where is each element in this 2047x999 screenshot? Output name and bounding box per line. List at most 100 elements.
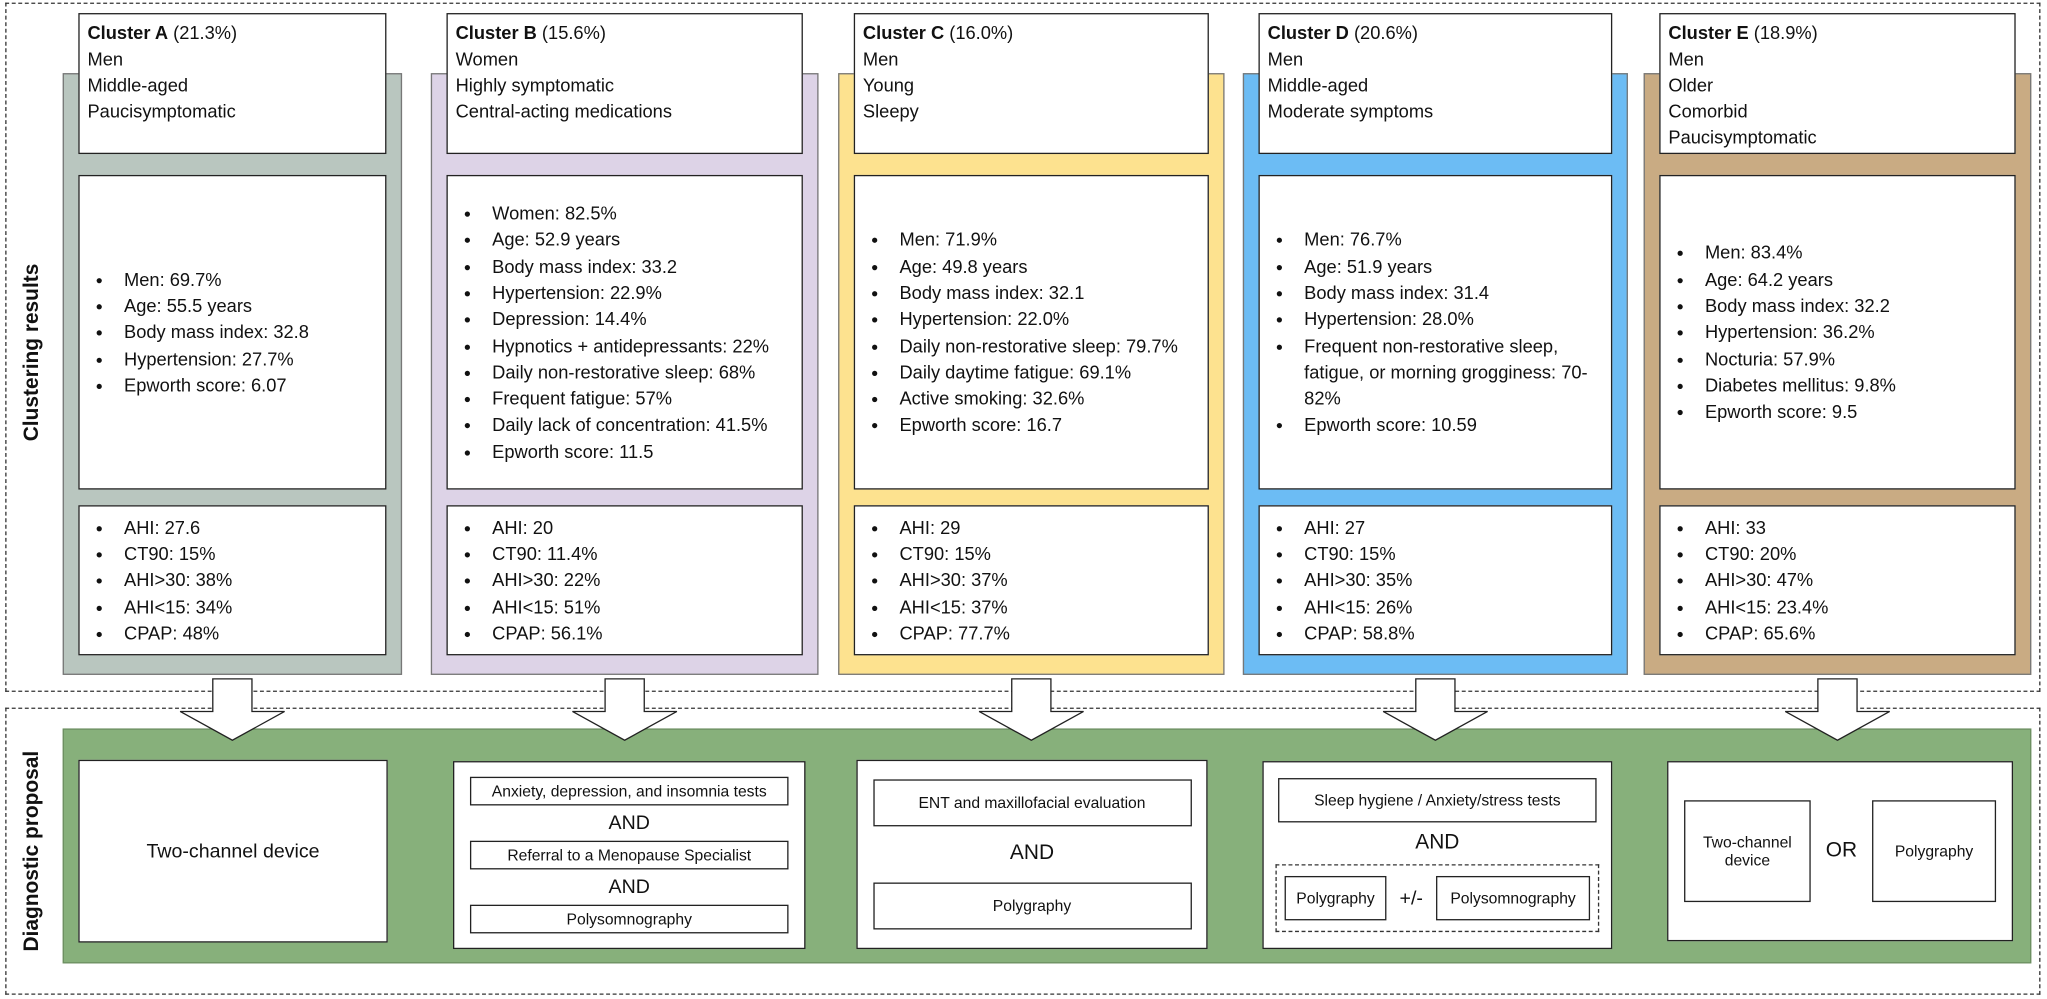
cluster-percent: (18.9%) [1753, 22, 1818, 44]
characteristic: Men: 69.7% [116, 266, 309, 292]
cluster-name: Cluster C [862, 22, 945, 44]
sleep-study-list: AHI: 27CT90: 15%AHI>30: 35%AHI<15: 26%CP… [1268, 514, 1414, 646]
proposal-box: Two-channel device [78, 759, 388, 943]
connector: AND [608, 811, 650, 834]
characteristic: Hypertension: 27.7% [116, 345, 309, 371]
test-box: Polysomnography [1436, 876, 1591, 921]
sleep-study-item: CPAP: 65.6% [1697, 620, 1828, 646]
characteristic: Men: 71.9% [892, 226, 1178, 252]
sleep-study-list: AHI: 29CT90: 15%AHI>30: 37%AHI<15: 37%CP… [863, 514, 1010, 646]
test-box: Polygraphy [1284, 876, 1387, 921]
profile-item: Paucisymptomatic [87, 100, 236, 122]
characteristic: Body mass index: 33.2 [484, 253, 769, 279]
characteristic: Body mass index: 31.4 [1296, 279, 1600, 305]
test-box: Polygraphy [1872, 800, 1997, 903]
characteristics-list: Men: 83.4%Age: 64.2 yearsBody mass index… [1668, 239, 1896, 424]
characteristic: Hypertension: 28.0% [1296, 306, 1600, 332]
arrow [1784, 678, 1890, 741]
profile-item: Middle-aged [1267, 74, 1369, 96]
cluster-name: Cluster A [87, 22, 169, 44]
sleep-study-item: AHI<15: 23.4% [1697, 594, 1828, 620]
characteristic: Men: 76.7% [1296, 226, 1600, 252]
characteristics-list: Men: 69.7%Age: 55.5 yearsBody mass index… [87, 266, 309, 398]
profile-item: Sleepy [862, 100, 919, 122]
characteristic: Women: 82.5% [484, 200, 769, 226]
cluster-header: Cluster C (16.0%) Men Young Sleepy [853, 13, 1209, 155]
cluster-percent: (16.0%) [949, 22, 1014, 44]
cluster-name: Cluster D [1267, 22, 1349, 44]
test-box: Anxiety, depression, and insomnia tests [469, 776, 789, 805]
test-box: Polysomnography [469, 905, 789, 934]
test-box: Two-channel device [1684, 800, 1811, 903]
characteristic: Hypertension: 22.0% [892, 306, 1178, 332]
arrow [572, 678, 678, 741]
sleep-study-item: AHI<15: 34% [116, 594, 232, 620]
sleep-study-item: AHI>30: 47% [1697, 567, 1828, 593]
proposal-box: Anxiety, depression, and insomnia tests … [453, 761, 806, 950]
profile-item: Women [455, 48, 519, 70]
profile-item: Paucisymptomatic [1668, 126, 1817, 148]
sleep-study-item: AHI<15: 51% [484, 594, 602, 620]
profile-item: Comorbid [1668, 100, 1748, 122]
cluster-title: Cluster B (15.6%) [456, 20, 794, 46]
cluster-header: Cluster E (18.9%) Men Older Comorbid Paucisy… [1659, 13, 2016, 155]
characteristics-box: Men: 69.7%Age: 55.5 yearsBody mass index… [78, 174, 387, 490]
characteristic: Diabetes mellitus: 9.8% [1697, 372, 1896, 398]
characteristic: Body mass index: 32.2 [1697, 292, 1896, 318]
cluster-header: Cluster B (15.6%) Women Highly symptomatic… [446, 13, 803, 155]
cluster-header: Cluster A (21.3%) Men Middle-aged Paucisymp… [78, 13, 387, 155]
characteristic: Daily lack of concentration: 41.5% [484, 412, 769, 438]
characteristic: Depression: 14.4% [484, 306, 769, 332]
characteristic: Nocturia: 57.9% [1697, 345, 1896, 371]
proposal-box: Sleep hygiene / Anxiety/stress tests AND… [1262, 761, 1613, 950]
option-group: Polygraphy +/- Polysomnography [1275, 864, 1600, 933]
characteristic: Frequent fatigue: 57% [484, 385, 769, 411]
profile-item: Men [862, 48, 899, 70]
characteristic: Epworth score: 9.5 [1697, 398, 1896, 424]
characteristic: Epworth score: 11.5 [484, 438, 769, 464]
cluster-name: Cluster E [1668, 22, 1749, 44]
test-box: Polygraphy [872, 882, 1192, 930]
characteristic: Hypertension: 36.2% [1697, 319, 1896, 345]
cluster-name: Cluster B [455, 22, 537, 44]
characteristics-box: Men: 83.4%Age: 64.2 yearsBody mass index… [1659, 174, 2016, 490]
characteristics-list: Men: 76.7%Age: 51.9 yearsBody mass index… [1268, 226, 1601, 438]
sleep-study-item: CT90: 11.4% [484, 541, 602, 567]
profile-item: Men [1668, 48, 1704, 70]
sleep-study-item: CPAP: 77.7% [892, 620, 1009, 646]
connector: AND [608, 876, 650, 899]
connector: AND [1415, 831, 1460, 854]
characteristic: Daily non-restorative sleep: 79.7% [892, 332, 1177, 358]
cluster-title: Cluster D (20.6%) [1268, 20, 1604, 46]
arrow [1382, 678, 1488, 741]
characteristic: Hypertension: 22.9% [484, 279, 769, 305]
sleep-study-item: AHI: 33 [1697, 514, 1828, 540]
profile-item: Moderate symptoms [1267, 100, 1434, 122]
cluster-title: Cluster A (21.3%) [87, 20, 377, 46]
arrow [978, 678, 1084, 741]
characteristic: Epworth score: 10.59 [1296, 412, 1600, 438]
arrow [179, 678, 285, 741]
cluster-percent: (20.6%) [1353, 22, 1418, 44]
sleep-study-box: AHI: 33CT90: 20%AHI>30: 47%AHI<15: 23.4%… [1659, 505, 2016, 656]
characteristic: Age: 55.5 years [116, 292, 309, 318]
sleep-study-box: AHI: 27.6CT90: 15%AHI>30: 38%AHI<15: 34%… [78, 505, 387, 656]
cluster-header: Cluster D (20.6%) Men Middle-aged Moderate … [1258, 13, 1613, 155]
sleep-study-item: AHI<15: 26% [1296, 594, 1414, 620]
sleep-study-item: AHI: 27 [1296, 514, 1414, 540]
characteristic: Age: 52.9 years [484, 226, 769, 252]
characteristic: Frequent non-restorative sleep, fatigue,… [1296, 332, 1600, 411]
sleep-study-item: AHI>30: 37% [892, 567, 1010, 593]
characteristics-box: Men: 71.9%Age: 49.8 yearsBody mass index… [853, 174, 1209, 490]
characteristic: Age: 49.8 years [892, 253, 1178, 279]
characteristics-list: Men: 71.9%Age: 49.8 yearsBody mass index… [863, 226, 1178, 438]
cluster-percent: (15.6%) [541, 22, 606, 44]
characteristics-list: Women: 82.5%Age: 52.9 yearsBody mass ind… [456, 200, 769, 465]
characteristics-box: Men: 76.7%Age: 51.9 yearsBody mass index… [1258, 174, 1613, 490]
profile-item: Men [87, 48, 124, 70]
sleep-study-item: AHI>30: 35% [1296, 567, 1414, 593]
test-box: ENT and maxillofacial evaluation [872, 779, 1192, 827]
